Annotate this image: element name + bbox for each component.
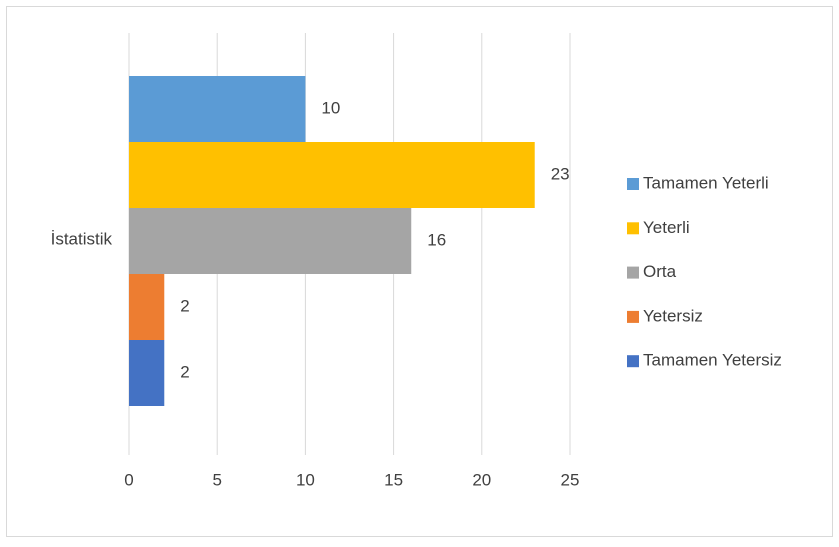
- legend-swatch: [627, 355, 639, 368]
- bar: [129, 76, 306, 142]
- x-tick-label: 15: [384, 470, 403, 489]
- legend-label: Tamamen Yeterli: [643, 173, 769, 192]
- bar: [129, 274, 165, 340]
- data-label: 23: [551, 164, 570, 183]
- legend-label: Tamamen Yetersiz: [643, 351, 782, 370]
- legend-swatch: [627, 266, 639, 279]
- x-tick-label: 20: [472, 470, 491, 489]
- bar: [129, 142, 535, 208]
- legend-swatch: [627, 310, 639, 323]
- legend-swatch: [627, 178, 639, 190]
- legend-label: Yeterli: [643, 218, 690, 237]
- legend-swatch: [627, 222, 639, 235]
- bar: [129, 340, 165, 406]
- x-tick-label: 25: [561, 470, 580, 489]
- data-label: 2: [180, 362, 189, 381]
- legend-label: Orta: [643, 262, 677, 281]
- bar: [129, 208, 412, 274]
- data-label: 2: [180, 296, 189, 315]
- x-tick-label: 5: [212, 470, 221, 489]
- legend-label: Yetersiz: [643, 306, 703, 325]
- data-label: 16: [427, 230, 446, 249]
- x-tick-label: 0: [124, 470, 133, 489]
- data-label: 10: [321, 98, 340, 117]
- x-tick-label: 10: [296, 470, 315, 489]
- y-tick-label: İstatistik: [51, 229, 113, 248]
